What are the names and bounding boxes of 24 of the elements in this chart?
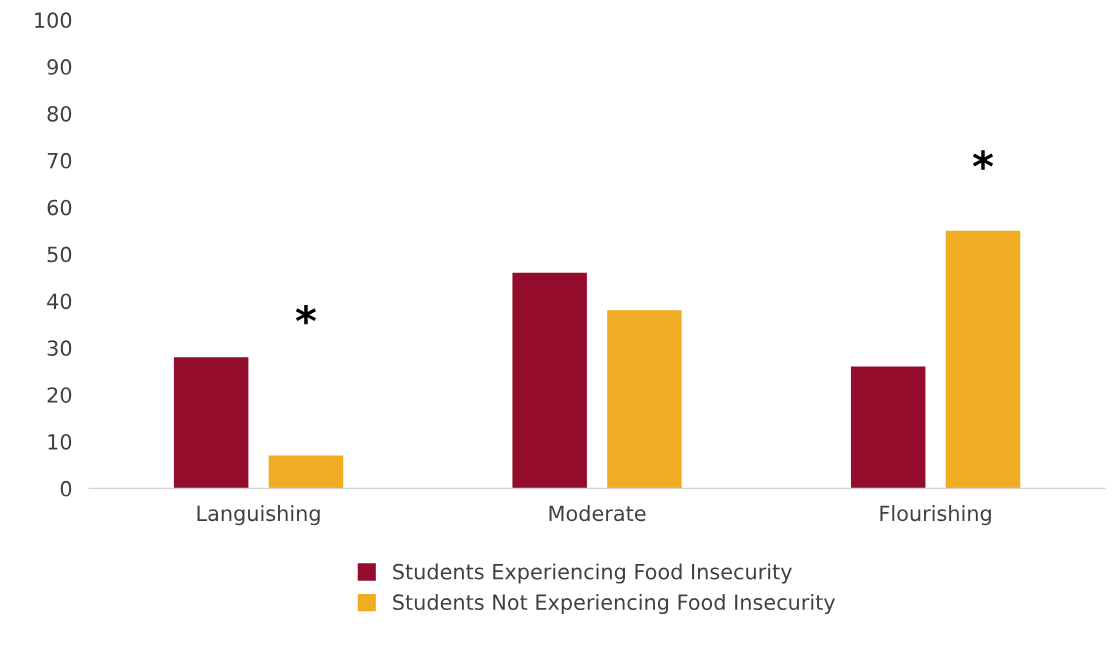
y-tick-label: 70 — [47, 152, 72, 169]
y-tick-label: 60 — [47, 199, 72, 216]
bar — [850, 366, 926, 489]
y-tick-label: 0 — [60, 480, 72, 497]
x-tick-label: Languishing — [197, 505, 320, 526]
legend-label: Students Experiencing Food Insecurity — [393, 563, 792, 584]
y-tick-label: 80 — [47, 105, 72, 122]
y-tick-label: 90 — [47, 59, 72, 75]
y-tick-label: 100 — [35, 12, 72, 29]
bar — [268, 455, 344, 489]
legend-label: Students Not Experiencing Food Insecurity — [393, 593, 836, 615]
bar — [945, 230, 1021, 489]
y-tick-label: 20 — [47, 387, 72, 403]
annotation: * — [972, 150, 994, 170]
y-tick-label: 10 — [48, 433, 72, 450]
x-tick-label: Moderate — [549, 505, 646, 522]
bar — [512, 272, 587, 489]
annotation: * — [295, 304, 316, 325]
x-tick-label: Flourishing — [880, 505, 991, 526]
y-tick-label: 50 — [47, 246, 72, 263]
y-tick-label: 30 — [47, 340, 72, 357]
bar — [173, 357, 249, 489]
y-tick-label: 40 — [47, 293, 72, 310]
bar — [607, 310, 682, 489]
